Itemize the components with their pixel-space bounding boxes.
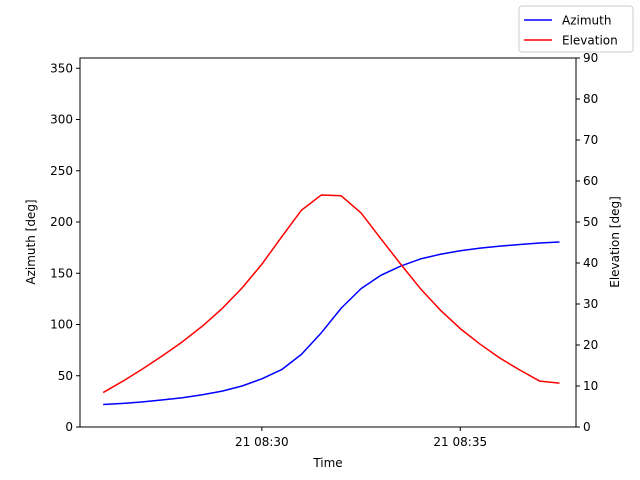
y-right-tick-label: 50 xyxy=(583,215,598,229)
y-left-tick-label: 200 xyxy=(50,215,73,229)
y-left-tick-label: 0 xyxy=(65,420,73,434)
y-right-tick-label: 10 xyxy=(583,379,598,393)
series-line-azimuth xyxy=(103,241,560,406)
y-axis-label-left: Azimuth [deg] xyxy=(24,199,38,284)
y-right-tick-label: 80 xyxy=(583,92,598,106)
y-right-tick-label: 0 xyxy=(583,420,591,434)
legend-entry-elevation: Elevation xyxy=(562,34,618,48)
y-left-tick-label: 100 xyxy=(50,318,73,332)
legend: Azimuth Elevation xyxy=(518,5,634,53)
axes: 0 50 100 150 200 250 300 350 0 10 20 30 40 50 60 70 80 90… xyxy=(50,51,598,449)
y-left-tick-label: 150 xyxy=(50,266,73,280)
y-right-tick-label: 90 xyxy=(583,51,598,65)
plot-area xyxy=(102,194,560,406)
y-right-tick-label: 70 xyxy=(583,133,598,147)
x-axis-label: Time xyxy=(312,456,342,470)
x-tick-label: 21 08:30 xyxy=(235,435,289,449)
axes-frame xyxy=(79,57,577,428)
y-left-tick-label: 300 xyxy=(50,113,73,127)
y-left-tick-label: 350 xyxy=(50,61,73,75)
y-left-tick-label: 250 xyxy=(50,164,73,178)
y-left-tick-label: 50 xyxy=(58,369,73,383)
y-right-tick-label: 40 xyxy=(583,256,598,270)
y-axis-label-right: Elevation [deg] xyxy=(608,196,622,288)
y-right-tick-label: 30 xyxy=(583,297,598,311)
series-line-elevation xyxy=(102,194,560,394)
x-tick-label: 21 08:35 xyxy=(433,435,487,449)
legend-entry-azimuth: Azimuth xyxy=(562,14,611,28)
y-right-tick-label: 20 xyxy=(583,338,598,352)
y-right-tick-label: 60 xyxy=(583,174,598,188)
